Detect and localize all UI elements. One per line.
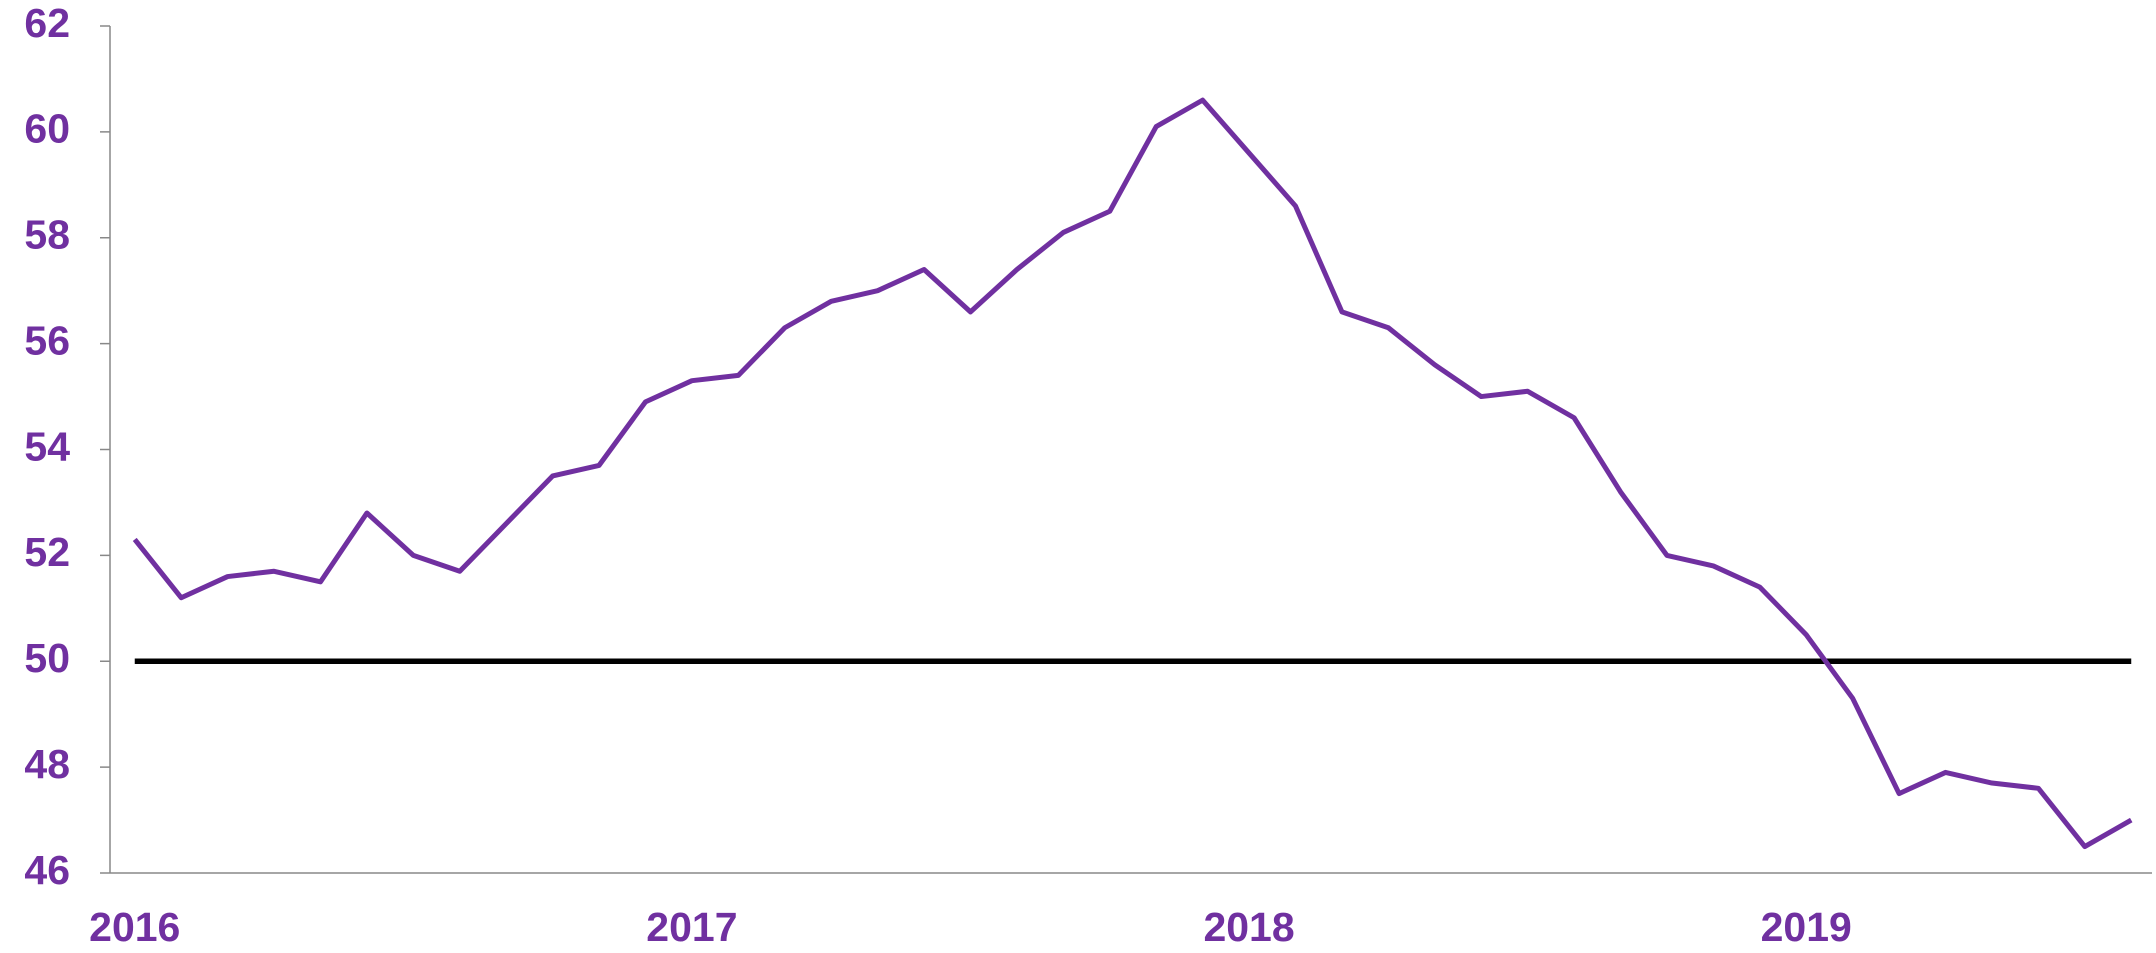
y-tick-label: 56 <box>24 317 70 363</box>
y-tick-label: 58 <box>24 212 70 258</box>
y-tick-label: 52 <box>24 529 70 575</box>
x-tick-label: 2018 <box>1203 904 1294 950</box>
data-line <box>132 97 2133 850</box>
x-tick-label: 2019 <box>1761 904 1852 950</box>
x-tick-label: 2017 <box>646 904 737 950</box>
y-tick-label: 60 <box>24 106 70 152</box>
x-tick-label: 2016 <box>89 904 180 950</box>
y-tick-label: 54 <box>24 423 70 469</box>
y-tick-label: 48 <box>24 741 70 787</box>
y-tick-label: 50 <box>24 635 70 681</box>
y-tick-label: 62 <box>24 0 70 46</box>
y-tick-label: 46 <box>24 847 70 893</box>
